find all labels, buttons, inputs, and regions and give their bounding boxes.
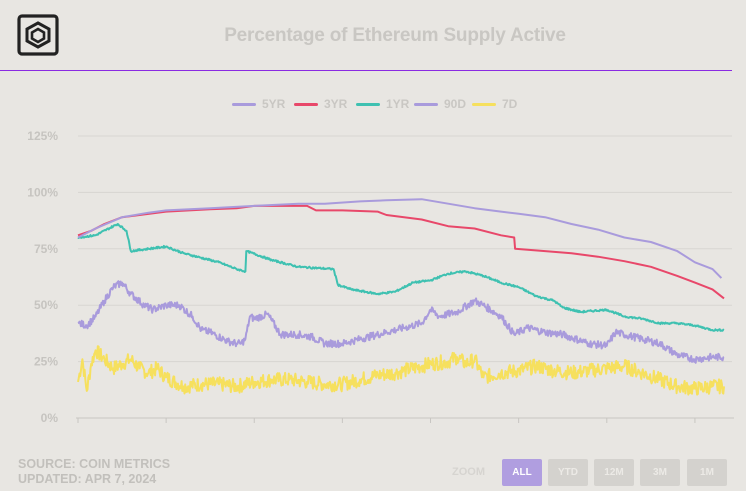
legend-item-5yr[interactable]: 5YR bbox=[232, 97, 285, 111]
legend-label: 5YR bbox=[262, 97, 286, 111]
zoom-1m-button[interactable]: 1M bbox=[687, 459, 727, 486]
legend-item-7d[interactable]: 7D bbox=[472, 97, 517, 111]
page-title: Percentage of Ethereum Supply Active bbox=[224, 25, 566, 46]
legend-swatch bbox=[294, 102, 318, 106]
y-tick-label: 100% bbox=[27, 185, 58, 199]
y-tick-label: 0% bbox=[41, 411, 59, 425]
updated-line: UPDATED: APR 7, 2024 bbox=[18, 472, 157, 486]
legend-label: 1YR bbox=[386, 97, 410, 111]
zoom-label: ZOOM bbox=[452, 466, 485, 478]
source-note: SOURCE: COIN METRICS UPDATED: APR 7, 202… bbox=[18, 457, 170, 487]
legend-label: 90D bbox=[444, 97, 467, 111]
series-line-1yr[interactable] bbox=[77, 223, 725, 332]
zoom-3m-button[interactable]: 3M bbox=[640, 459, 680, 486]
legend-label: 3YR bbox=[324, 97, 348, 111]
y-tick-label: 50% bbox=[34, 298, 58, 312]
legend-swatch bbox=[232, 102, 256, 106]
line-chart: 0% 25% 50% 75% 100% 125% 2017 2018 2019 2020 2021 2… bbox=[27, 129, 734, 430]
chart-legend: 5YR 3YR 1YR 90D 7D bbox=[0, 97, 746, 115]
series-line-90d[interactable] bbox=[77, 280, 725, 364]
x-tick-label: 2021 bbox=[417, 429, 444, 430]
brand-logo bbox=[17, 14, 59, 56]
x-tick-label: 2017 bbox=[65, 429, 92, 430]
x-tick-label: 2019 bbox=[241, 429, 268, 430]
zoom-all-button[interactable]: ALL bbox=[502, 459, 542, 486]
title-divider bbox=[0, 70, 732, 71]
y-tick-label: 125% bbox=[27, 129, 58, 143]
y-tick-label: 25% bbox=[34, 355, 58, 369]
legend-item-1yr[interactable]: 1YR bbox=[356, 97, 409, 111]
y-tick-label: 75% bbox=[34, 242, 58, 256]
x-tick-label: 2023 bbox=[593, 429, 620, 430]
legend-label: 7D bbox=[502, 97, 518, 111]
legend-item-90d[interactable]: 90D bbox=[414, 97, 466, 111]
zoom-ytd-button[interactable]: YTD bbox=[548, 459, 588, 486]
x-tick-label: 2018 bbox=[153, 429, 180, 430]
series-line-3yr[interactable] bbox=[77, 204, 725, 300]
source-line: SOURCE: COIN METRICS bbox=[18, 457, 171, 471]
x-tick-label: 2024 bbox=[682, 429, 709, 430]
legend-swatch bbox=[356, 102, 380, 106]
x-tick-label: 2020 bbox=[329, 429, 356, 430]
legend-swatch bbox=[472, 102, 496, 106]
zoom-12m-button[interactable]: 12M bbox=[594, 459, 634, 486]
series-line-5yr[interactable] bbox=[77, 198, 723, 279]
series-line-7d[interactable] bbox=[77, 345, 725, 396]
legend-swatch bbox=[414, 102, 438, 106]
legend-item-3yr[interactable]: 3YR bbox=[294, 97, 347, 111]
x-tick-label: 2022 bbox=[505, 429, 532, 430]
